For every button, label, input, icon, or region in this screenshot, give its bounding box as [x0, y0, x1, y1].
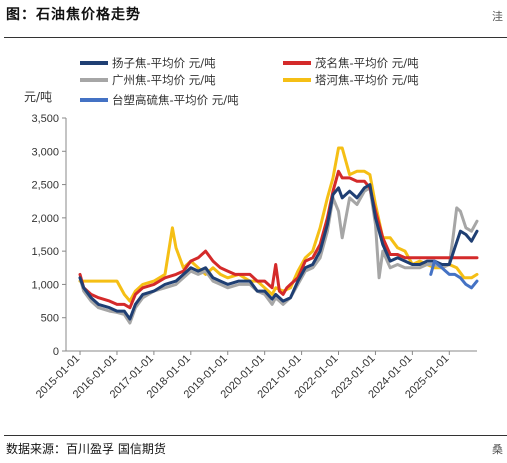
y-tick-label: 2,500: [31, 180, 59, 192]
y-tick-label: 3,500: [31, 113, 59, 125]
legend-item-maoming: 茂名焦-平均价 元/吨: [283, 56, 419, 70]
y-tick-label: 500: [41, 313, 59, 325]
legend-label-maoming: 茂名焦-平均价 元/吨: [315, 56, 419, 70]
legend-label-tahe: 塔河焦-平均价 元/吨: [315, 73, 419, 87]
series-line-1: [78, 169, 479, 310]
top-rule: [4, 37, 507, 38]
page-title: 图：石油焦价格走势: [6, 7, 141, 23]
y-axis: 0 500 1,000 1,500 2,000 2,500 3,000 3,500: [31, 113, 67, 358]
series-layer: [78, 146, 479, 325]
series-line-4: [429, 259, 479, 290]
series-line-2: [78, 186, 479, 325]
legend-label-guangzhou: 广州焦-平均价 元/吨: [112, 73, 216, 87]
y-tick-label: 1,500: [31, 246, 59, 258]
x-axis: 2015-01-012016-01-012017-01-012018-01-01…: [34, 350, 477, 401]
y-tick-label: 2,000: [31, 213, 59, 225]
source-note: 数据来源：百川盈孚 国信期货: [6, 442, 166, 456]
y-tick-label: 3,000: [31, 146, 59, 158]
legend-label-yangzi: 扬子焦-平均价 元/吨: [112, 56, 216, 70]
y-tick-label: 1,000: [31, 279, 59, 291]
series-line-0: [78, 183, 479, 321]
edge-mark-top: 洼: [492, 10, 503, 23]
legend-item-taisu: 台塑高硫焦-平均价 元/吨: [80, 93, 239, 107]
legend: 扬子焦-平均价 元/吨 茂名焦-平均价 元/吨 广州焦-平均价 元/吨 塔河焦-…: [80, 56, 419, 107]
legend-item-guangzhou: 广州焦-平均价 元/吨: [80, 73, 216, 87]
y-tick-label: 0: [53, 346, 59, 358]
y-axis-unit-label: 元/吨: [24, 90, 52, 104]
edge-mark-bottom: 桑: [492, 443, 503, 456]
bottom-rule: [4, 435, 507, 436]
legend-item-yangzi: 扬子焦-平均价 元/吨: [80, 56, 216, 70]
legend-label-taisu: 台塑高硫焦-平均价 元/吨: [112, 93, 239, 107]
legend-item-tahe: 塔河焦-平均价 元/吨: [283, 73, 419, 87]
